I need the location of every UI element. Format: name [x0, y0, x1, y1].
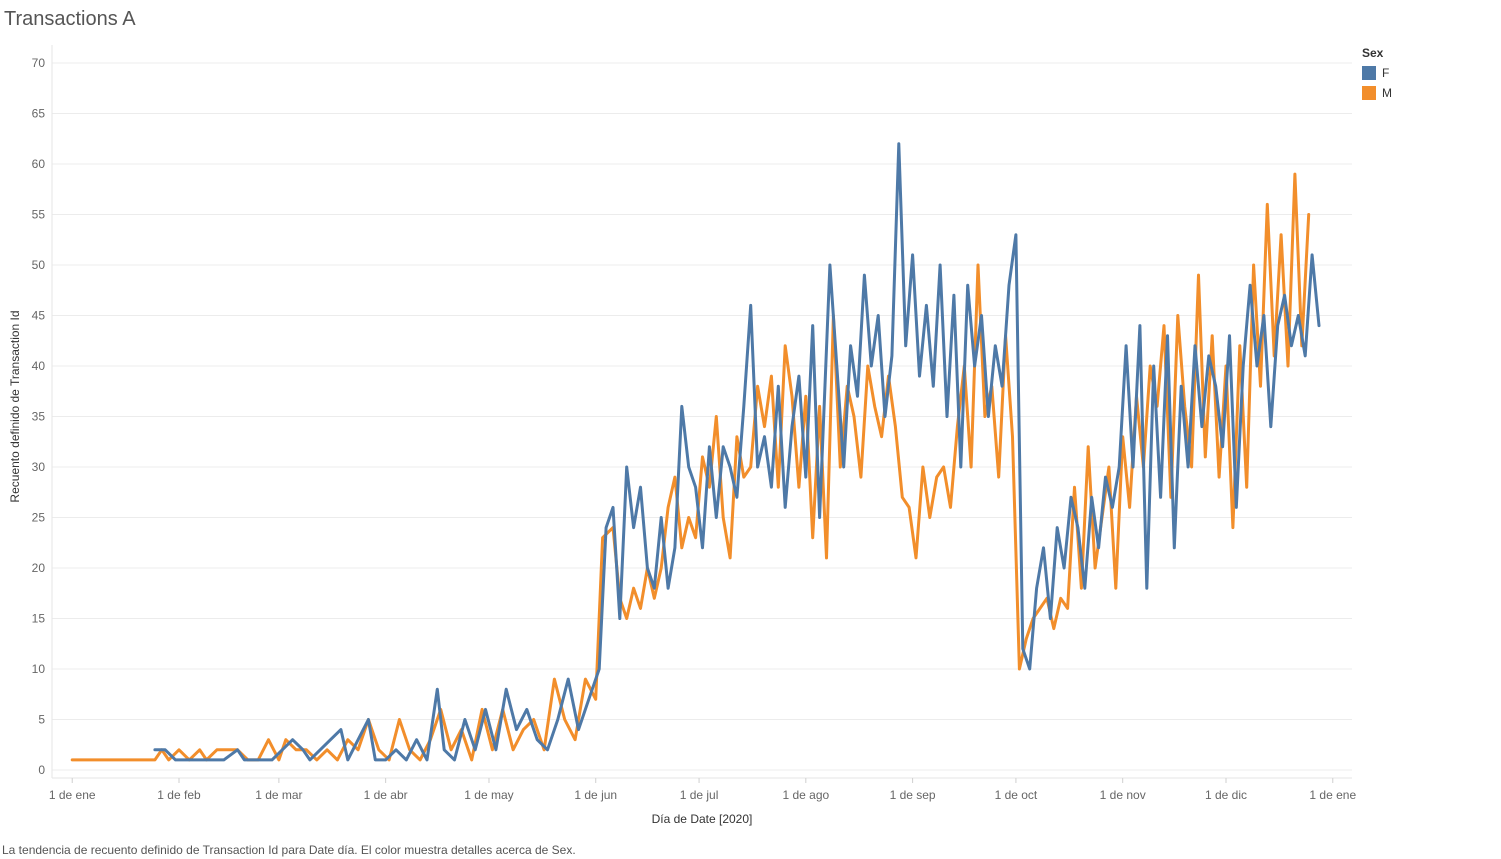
y-tick-label: 0 [38, 763, 45, 777]
y-tick-label: 30 [32, 460, 46, 474]
legend-label-f: F [1382, 66, 1390, 80]
y-axis-title: Recuento definido de Transaction Id [8, 310, 22, 502]
y-tick-label: 45 [32, 309, 46, 323]
x-tick-label: 1 de dic [1205, 788, 1247, 802]
x-tick-label: 1 de jun [574, 788, 617, 802]
legend: Sex F M [1362, 46, 1392, 103]
y-tick-label: 60 [32, 157, 46, 171]
x-tick-label: 1 de oct [995, 788, 1038, 802]
x-tick-label: 1 de nov [1100, 788, 1146, 802]
y-tick-label: 20 [32, 561, 46, 575]
x-tick-label: 1 de mar [255, 788, 302, 802]
x-tick-label: 1 de sep [890, 788, 936, 802]
y-tick-label: 5 [38, 713, 45, 727]
x-axis-title: Día de Date [2020] [652, 812, 753, 826]
x-tick-label: 1 de may [464, 788, 513, 802]
y-tick-label: 70 [32, 56, 46, 70]
y-tick-label: 55 [32, 208, 46, 222]
y-tick-label: 10 [32, 662, 46, 676]
legend-item-f[interactable]: F [1362, 63, 1392, 83]
legend-label-m: M [1382, 86, 1392, 100]
legend-title: Sex [1362, 46, 1384, 60]
x-tick-label: 1 de ago [782, 788, 829, 802]
chart-caption: La tendencia de recuento definido de Tra… [2, 843, 576, 857]
legend-item-m[interactable]: M [1362, 83, 1392, 103]
y-axis-ticks: 0 5 10 15 20 25 30 35 40 45 50 55 60 65 70 [32, 56, 46, 777]
y-tick-label: 40 [32, 359, 46, 373]
chart-title: Transactions A [4, 8, 136, 30]
x-tick-label: 1 de abr [364, 788, 408, 802]
series-line-f[interactable] [153, 142, 1321, 762]
y-tick-label: 50 [32, 258, 46, 272]
y-tick-label: 15 [32, 612, 46, 626]
series-lines [70, 142, 1321, 762]
y-tick-label: 35 [32, 410, 46, 424]
x-axis-ticks: 1 de ene 1 de feb 1 de mar 1 de abr 1 de may… [49, 778, 1356, 802]
x-tick-label: 1 de ene [49, 788, 96, 802]
x-tick-label: 1 de ene [1309, 788, 1356, 802]
y-tick-label: 65 [32, 107, 46, 121]
legend-swatch-m [1362, 86, 1376, 100]
x-tick-label: 1 de feb [157, 788, 201, 802]
legend-swatch-f [1362, 66, 1376, 80]
x-tick-label: 1 de jul [680, 788, 719, 802]
y-tick-label: 25 [32, 511, 46, 525]
